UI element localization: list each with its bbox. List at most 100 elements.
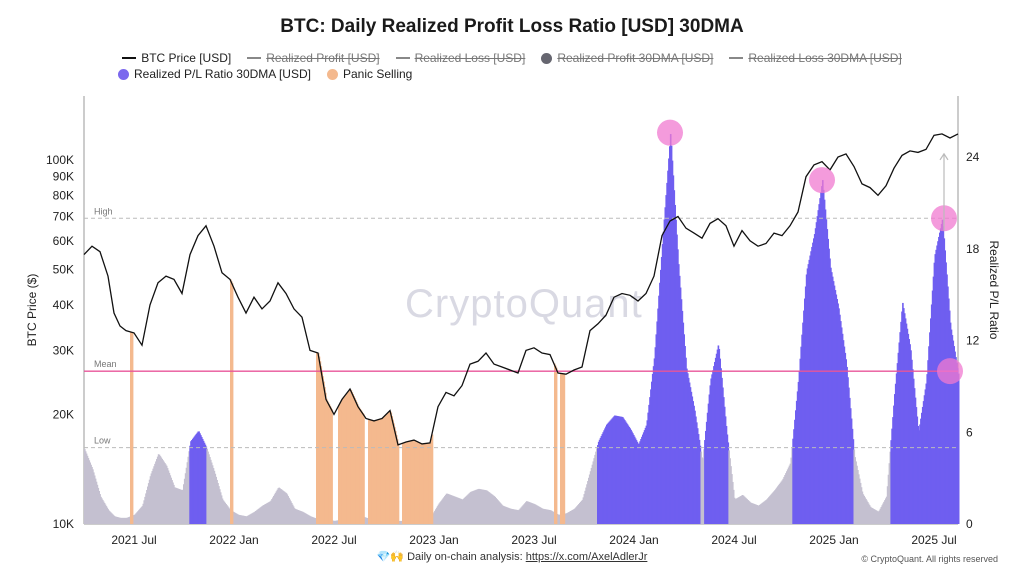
legend-item[interactable]: Realized Loss 30DMA [USD] xyxy=(729,51,902,65)
ratio-bar xyxy=(770,494,773,524)
ratio-bar xyxy=(439,502,442,524)
ratio-bar xyxy=(462,499,464,524)
ratio-bar xyxy=(494,496,496,524)
ratio-bar xyxy=(599,437,602,524)
ratio-bar xyxy=(171,480,173,524)
ratio-bar xyxy=(733,497,736,524)
ratio-bar xyxy=(464,496,467,524)
legend-item[interactable]: BTC Price [USD] xyxy=(122,51,231,65)
ratio-bar xyxy=(954,351,956,524)
ratio-bar xyxy=(307,514,309,524)
ratio-bar xyxy=(868,505,871,524)
ratio-bar xyxy=(822,180,824,525)
ratio-bar xyxy=(946,274,948,524)
legend-item[interactable]: Panic Selling xyxy=(326,67,412,81)
ratio-bar xyxy=(519,508,522,524)
panic-selling-bar xyxy=(343,397,345,524)
ratio-bar xyxy=(453,496,456,524)
ratio-bar xyxy=(498,502,501,524)
ratio-bar xyxy=(678,275,681,524)
panic-selling-bar xyxy=(381,418,384,524)
ratio-bar xyxy=(896,363,899,524)
ratio-bar xyxy=(262,505,264,524)
ratio-bar xyxy=(204,444,207,524)
ratio-bar xyxy=(678,264,680,524)
panic-selling-bar xyxy=(420,443,423,524)
footer-text: Daily on-chain analysis: xyxy=(407,551,526,563)
ratio-bar xyxy=(864,497,866,524)
ratio-bar xyxy=(152,468,154,524)
ratio-bar xyxy=(821,186,823,524)
ratio-bar xyxy=(621,416,623,524)
ratio-bar xyxy=(799,358,802,524)
legend-item[interactable]: Realized P/L Ratio 30DMA [USD] xyxy=(118,67,311,81)
footer-link[interactable]: https://x.com/AxelAdlerJr xyxy=(525,551,648,563)
ratio-bar xyxy=(441,499,443,524)
ratio-bar xyxy=(263,505,265,524)
ratio-bar xyxy=(216,479,218,524)
ratio-bar xyxy=(489,492,491,524)
ratio-bar xyxy=(712,370,714,524)
legend-item[interactable]: Realized Profit [USD] xyxy=(247,51,380,65)
legend-item[interactable]: Realized Loss [USD] xyxy=(395,51,525,65)
ratio-bar xyxy=(515,509,517,524)
ratio-bar xyxy=(201,437,203,524)
ratio-bar xyxy=(665,195,667,524)
ratio-bar xyxy=(295,509,298,524)
panic-selling-bar xyxy=(372,420,375,524)
ratio-bar xyxy=(936,245,938,524)
ratio-bar xyxy=(837,303,839,524)
ratio-bar xyxy=(668,158,670,524)
ratio-bar xyxy=(498,501,500,524)
panic-selling-bar xyxy=(323,381,325,524)
ratio-bar xyxy=(570,511,572,524)
legend-item[interactable]: Realized Profit 30DMA [USD] xyxy=(541,51,713,65)
ratio-bar xyxy=(123,517,126,524)
ratio-bar xyxy=(745,498,748,524)
ratio-bar xyxy=(937,241,939,524)
panic-selling-bar xyxy=(354,398,356,524)
ratio-bar xyxy=(729,458,731,524)
ratio-bar xyxy=(598,439,601,524)
ratio-bar xyxy=(588,474,591,524)
ratio-bar xyxy=(652,366,655,524)
ratio-bar xyxy=(225,503,227,524)
x-tick-label: 2023 Jul xyxy=(511,533,556,547)
ratio-bar xyxy=(243,515,245,524)
ratio-bar xyxy=(815,222,818,524)
ratio-bar xyxy=(715,353,718,524)
ratio-bar xyxy=(279,488,281,524)
ratio-bar xyxy=(448,494,451,524)
ratio-bar xyxy=(174,487,177,524)
ratio-bar xyxy=(460,498,462,524)
ratio-bar xyxy=(595,451,597,524)
ratio-bar xyxy=(149,476,152,524)
ratio-bar xyxy=(399,520,402,524)
ratio-bar xyxy=(727,442,730,524)
ratio-bar xyxy=(534,504,537,524)
ratio-bar xyxy=(611,418,613,524)
ratio-bar xyxy=(687,373,689,524)
ratio-bar xyxy=(96,484,99,524)
ratio-bar xyxy=(530,502,532,524)
panic-selling-bar xyxy=(393,423,395,524)
ratio-bar xyxy=(878,510,881,524)
ratio-bar xyxy=(845,359,847,524)
ratio-bar xyxy=(508,508,511,524)
ratio-bar xyxy=(503,506,505,524)
ratio-bar xyxy=(835,294,838,524)
ratio-bar xyxy=(709,385,712,524)
ratio-bar xyxy=(573,508,576,524)
ratio-bar xyxy=(728,450,730,524)
panic-selling-bar xyxy=(404,442,407,524)
ratio-bar xyxy=(193,436,196,524)
ratio-bar xyxy=(509,508,512,524)
right-tick-label: 6 xyxy=(966,425,973,439)
ratio-bar xyxy=(516,510,519,524)
ratio-bar xyxy=(198,431,200,524)
ratio-bar xyxy=(915,407,918,524)
legend-label: Realized Profit 30DMA [USD] xyxy=(557,51,714,65)
ratio-bar xyxy=(291,504,294,524)
ratio-bar xyxy=(233,512,235,524)
ratio-bar xyxy=(305,513,307,524)
